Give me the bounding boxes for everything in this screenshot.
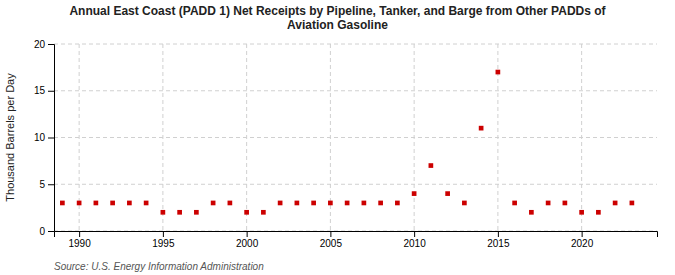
y-tick-label: 10	[34, 132, 46, 143]
y-tick: 15	[34, 85, 54, 96]
point	[512, 201, 517, 206]
chart-title-line: Annual East Coast (PADD 1) Net Receipts …	[69, 4, 606, 18]
point	[546, 201, 551, 206]
point	[412, 191, 417, 196]
point	[613, 201, 618, 206]
point	[429, 163, 434, 168]
point	[295, 201, 300, 206]
point	[479, 126, 484, 131]
grid-line-y	[54, 44, 657, 45]
point	[630, 201, 635, 206]
points	[60, 70, 634, 215]
y-tick-mark	[48, 184, 54, 185]
y-tick-label: 20	[34, 39, 46, 50]
y-tick: 10	[34, 132, 54, 143]
y-tick-mark	[48, 44, 54, 45]
x-tick-mark	[79, 231, 80, 237]
point	[328, 201, 333, 206]
point	[462, 201, 467, 206]
grid-line-y	[54, 137, 657, 138]
x-tick-mark	[582, 231, 583, 237]
point	[228, 201, 233, 206]
y-tick-label: 0	[39, 226, 45, 237]
x-tick: 1995	[152, 231, 175, 249]
x-axis-line	[55, 232, 658, 238]
y-tick: 5	[39, 179, 54, 190]
y-tick-mark	[48, 138, 54, 139]
x-tick-label: 2000	[236, 238, 259, 249]
x-tick-mark	[414, 231, 415, 237]
plot-area: 1990 1995 2000 2005 2010 2015 2020 0 5 10 15 20	[34, 39, 658, 249]
chart-svg: Annual East Coast (PADD 1) Net Receipts …	[0, 0, 675, 275]
grid	[54, 44, 657, 231]
grid-line-x	[246, 44, 247, 231]
point	[362, 201, 367, 206]
point	[496, 70, 501, 75]
x-tick: 1990	[69, 231, 92, 249]
y-axis: 0 5 10 15 20	[34, 39, 55, 237]
point	[94, 201, 99, 206]
chart-title: Annual East Coast (PADD 1) Net Receipts …	[69, 4, 606, 32]
chart-container: Annual East Coast (PADD 1) Net Receipts …	[0, 0, 675, 275]
x-tick-label: 1995	[152, 238, 175, 249]
x-tick-label: 2005	[320, 238, 343, 249]
grid-line-x	[581, 44, 582, 231]
point	[177, 210, 182, 215]
x-tick-label: 1990	[69, 238, 92, 249]
point	[563, 201, 568, 206]
point	[278, 201, 283, 206]
point	[194, 210, 199, 215]
y-tick-label: 5	[39, 179, 45, 190]
y-tick-mark	[48, 231, 54, 232]
y-tick-mark	[48, 91, 54, 92]
y-axis-label: Thousand Barrels per Day	[4, 73, 16, 202]
x-tick: 2020	[571, 231, 594, 249]
x-tick-label: 2020	[571, 238, 594, 249]
grid-line-y	[54, 90, 657, 91]
x-tick: 2010	[404, 231, 427, 249]
y-tick-label: 15	[34, 85, 46, 96]
x-tick: 2000	[236, 231, 259, 249]
x-tick-label: 2010	[404, 238, 427, 249]
y-axis-line	[48, 45, 55, 232]
point	[345, 201, 350, 206]
x-tick-mark	[163, 231, 164, 237]
point	[110, 201, 115, 206]
point	[161, 210, 166, 215]
x-tick: 2005	[320, 231, 343, 249]
y-tick: 20	[34, 39, 54, 50]
point	[596, 210, 601, 215]
source-note: Source: U.S. Energy Information Administ…	[54, 261, 264, 272]
point	[127, 201, 132, 206]
chart-title-line: Aviation Gasoline	[287, 18, 388, 32]
point	[60, 201, 65, 206]
grid-line-x	[162, 44, 163, 231]
x-tick-label: 2015	[487, 238, 510, 249]
x-tick-mark	[330, 231, 331, 237]
x-axis: 1990 1995 2000 2005 2010 2015 2020	[55, 231, 658, 249]
point	[311, 201, 316, 206]
point	[445, 191, 450, 196]
point	[378, 201, 383, 206]
x-tick-mark	[498, 231, 499, 237]
point	[261, 210, 266, 215]
point	[579, 210, 584, 215]
point	[244, 210, 249, 215]
point	[529, 210, 534, 215]
grid-line-y	[54, 184, 657, 185]
point	[77, 201, 82, 206]
grid-line-x	[414, 44, 415, 231]
x-tick-mark	[247, 231, 248, 237]
y-tick: 0	[39, 226, 54, 237]
point	[395, 201, 400, 206]
point	[211, 201, 216, 206]
x-tick: 2015	[487, 231, 510, 249]
point	[144, 201, 149, 206]
